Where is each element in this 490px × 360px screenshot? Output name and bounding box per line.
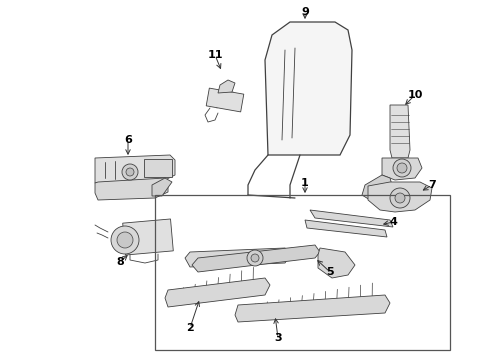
Circle shape [393, 159, 411, 177]
Text: 8: 8 [116, 257, 124, 267]
Polygon shape [185, 248, 290, 267]
Polygon shape [390, 105, 410, 158]
Text: 4: 4 [389, 217, 397, 227]
Circle shape [111, 226, 139, 254]
Polygon shape [305, 220, 387, 237]
Polygon shape [95, 178, 168, 200]
Polygon shape [362, 175, 392, 200]
Circle shape [126, 168, 134, 176]
Text: 5: 5 [326, 267, 334, 277]
Text: 7: 7 [428, 180, 436, 190]
Text: 9: 9 [301, 7, 309, 17]
Circle shape [117, 232, 133, 248]
Text: 2: 2 [186, 323, 194, 333]
Polygon shape [95, 155, 175, 183]
Circle shape [395, 193, 405, 203]
Circle shape [397, 163, 407, 173]
Text: 6: 6 [124, 135, 132, 145]
Polygon shape [122, 219, 173, 255]
Polygon shape [165, 278, 270, 307]
Polygon shape [235, 295, 390, 322]
Polygon shape [310, 210, 393, 227]
Polygon shape [368, 182, 432, 212]
Circle shape [122, 164, 138, 180]
Polygon shape [144, 159, 172, 177]
Text: 10: 10 [407, 90, 423, 100]
Bar [155, 195, 450, 350]
Circle shape [251, 254, 259, 262]
Polygon shape [192, 245, 320, 272]
Text: 11: 11 [207, 50, 223, 60]
Text: 1: 1 [301, 178, 309, 188]
Circle shape [247, 250, 263, 266]
Polygon shape [265, 22, 352, 155]
Polygon shape [218, 80, 235, 93]
Circle shape [390, 188, 410, 208]
Polygon shape [206, 88, 244, 112]
Polygon shape [382, 158, 422, 180]
Polygon shape [318, 248, 355, 278]
Polygon shape [152, 178, 172, 196]
Text: 3: 3 [274, 333, 282, 343]
